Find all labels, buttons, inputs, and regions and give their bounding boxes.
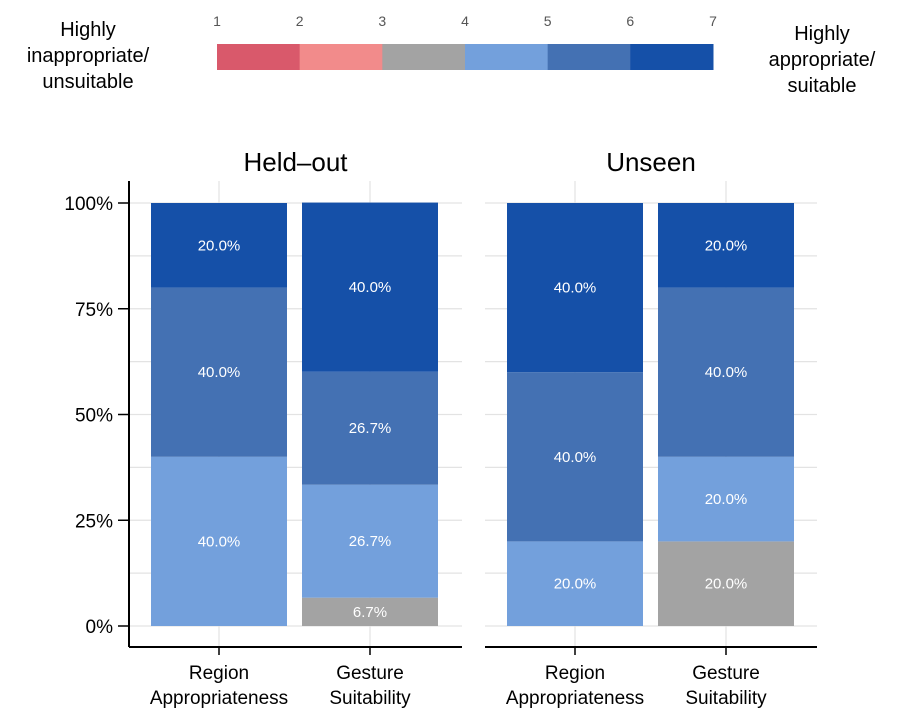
legend-low-label: unsuitable — [42, 71, 133, 93]
segment-value-label: 6.7% — [353, 604, 387, 621]
legend-high-label: suitable — [788, 75, 857, 97]
bar-segment-level-5 — [658, 287, 794, 457]
legend-tick-3: 3 — [378, 13, 386, 29]
bars — [151, 202, 794, 626]
segment-value-label: 40.0% — [198, 533, 241, 550]
bar-segment-level-6 — [507, 203, 643, 373]
segment-value-label: 40.0% — [198, 364, 241, 381]
x-category-label: Suitability — [685, 688, 767, 709]
x-category-label: Region — [189, 663, 249, 684]
color-legend: 1 2 3 4 5 6 7 Highly inappropriate/unsuitable Hig… — [27, 13, 876, 97]
segment-value-label: 20.0% — [705, 237, 748, 254]
x-category-label: Gesture — [336, 663, 404, 684]
legend-swatch-6 — [630, 44, 714, 70]
legend-tick-6: 6 — [626, 13, 634, 29]
segment-value-label: 20.0% — [198, 237, 241, 254]
facet-title: Held–out — [243, 147, 348, 177]
bar-segment-level-6 — [302, 202, 438, 372]
legend-low-label: Highly — [60, 19, 116, 41]
legend-swatch-2 — [299, 44, 383, 70]
facet-title: Unseen — [606, 147, 696, 177]
y-tick-label: 75% — [75, 300, 113, 321]
segment-value-label: 26.7% — [349, 533, 392, 550]
x-category-label: Appropriateness — [150, 688, 288, 709]
bar-segment-level-5 — [151, 287, 287, 457]
x-category-label: Suitability — [329, 688, 411, 709]
segment-value-label: 26.7% — [349, 420, 392, 437]
x-category-label: Gesture — [692, 663, 760, 684]
segment-value-label: 40.0% — [554, 449, 597, 466]
y-tick-label: 50% — [75, 406, 113, 427]
y-tick-label: 25% — [75, 511, 113, 532]
axes: 0% 25% 50% 75% 100% — [64, 181, 817, 655]
y-tick-label: 100% — [64, 194, 113, 215]
legend-high-label: Highly — [794, 23, 850, 45]
legend-high-label: appropriate/ — [769, 49, 876, 71]
legend-swatch-5 — [547, 44, 631, 70]
bar-segment-level-4 — [302, 484, 438, 598]
legend-tick-2: 2 — [296, 13, 304, 29]
segment-value-label: 20.0% — [705, 491, 748, 508]
segment-value-label: 20.0% — [554, 576, 597, 593]
labels: Held–out 40.0% 40.0% 20.0% Region Appropriate… — [150, 147, 767, 709]
segment-value-label: 40.0% — [349, 279, 392, 296]
bar-segment-level-4 — [658, 456, 794, 542]
legend-tick-1: 1 — [213, 13, 221, 29]
legend-low-label: inappropriate/ — [27, 45, 150, 67]
bar-segment-level-5 — [507, 372, 643, 542]
bar-segment-level-5 — [302, 371, 438, 485]
bar-segment-level-6 — [658, 203, 794, 288]
segment-value-label: 40.0% — [705, 364, 748, 381]
legend-swatch-3 — [382, 44, 466, 70]
legend-swatch-4 — [465, 44, 549, 70]
legend-tick-7: 7 — [709, 13, 717, 29]
legend-tick-5: 5 — [544, 13, 552, 29]
y-tick-label: 0% — [86, 617, 114, 638]
bar-segment-level-3 — [302, 597, 438, 626]
bar-segment-level-3 — [658, 541, 794, 626]
bar-segment-level-4 — [151, 456, 287, 626]
legend-tick-4: 4 — [461, 13, 469, 29]
legend-swatch-1 — [217, 44, 301, 70]
bar-segment-level-6 — [151, 203, 287, 288]
x-category-label: Appropriateness — [506, 688, 644, 709]
bar-segment-level-4 — [507, 541, 643, 626]
segment-value-label: 40.0% — [554, 280, 597, 297]
segment-value-label: 20.0% — [705, 576, 748, 593]
x-category-label: Region — [545, 663, 605, 684]
